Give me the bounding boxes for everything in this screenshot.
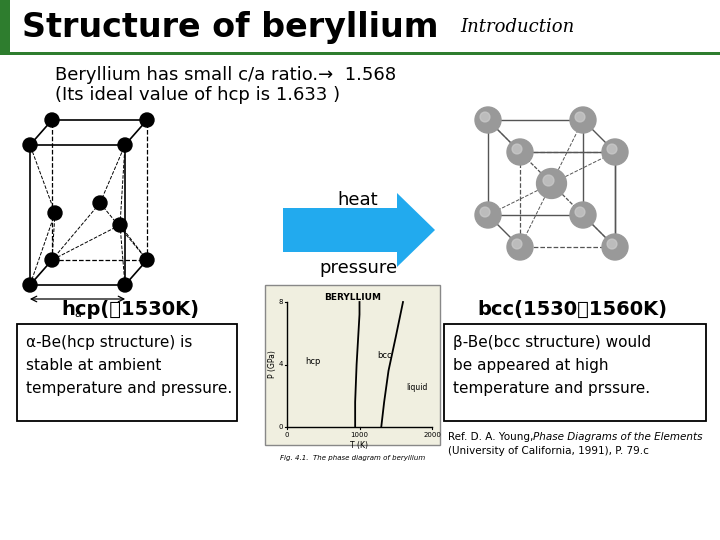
Circle shape — [543, 175, 554, 186]
Text: 0: 0 — [284, 432, 289, 438]
Text: heat: heat — [338, 191, 378, 209]
Text: (Its ideal value of hcp is 1.633 ): (Its ideal value of hcp is 1.633 ) — [55, 86, 340, 104]
FancyBboxPatch shape — [17, 324, 237, 421]
Circle shape — [23, 278, 37, 292]
Bar — [0, 0, 10, 55]
Text: Beryllium has small c/a ratio.→  1.568: Beryllium has small c/a ratio.→ 1.568 — [55, 66, 396, 84]
Text: a: a — [74, 309, 81, 319]
Text: hcp: hcp — [305, 357, 320, 367]
Circle shape — [507, 139, 533, 165]
Text: α-Be(hcp structure) is
stable at ambient
temperature and pressure.: α-Be(hcp structure) is stable at ambient… — [26, 335, 233, 396]
Bar — [0, 52, 720, 55]
Circle shape — [575, 112, 585, 122]
Circle shape — [607, 144, 617, 154]
Circle shape — [118, 138, 132, 152]
Polygon shape — [283, 193, 435, 267]
Circle shape — [575, 207, 585, 217]
Text: bcc: bcc — [377, 351, 392, 360]
Text: liquid: liquid — [406, 382, 427, 392]
Text: hcp(～1530K): hcp(～1530K) — [61, 300, 199, 319]
Text: T (K): T (K) — [351, 441, 369, 450]
Text: 0: 0 — [279, 424, 283, 430]
Circle shape — [507, 234, 533, 260]
Bar — [265, 285, 440, 445]
Bar — [0, 0, 720, 55]
Text: β-Be(bcc structure) would
be appeared at high
temperature and prssure.: β-Be(bcc structure) would be appeared at… — [453, 335, 651, 396]
Text: P (GPa): P (GPa) — [269, 350, 277, 379]
Text: 2000: 2000 — [423, 432, 441, 438]
Text: Introduction: Introduction — [460, 18, 575, 37]
Circle shape — [48, 206, 62, 220]
Text: Ref. D. A. Young,: Ref. D. A. Young, — [448, 432, 536, 442]
Circle shape — [113, 218, 127, 232]
Circle shape — [45, 113, 59, 127]
Text: Structure of beryllium: Structure of beryllium — [22, 11, 438, 44]
Circle shape — [118, 278, 132, 292]
Circle shape — [602, 234, 628, 260]
Circle shape — [570, 202, 596, 228]
Circle shape — [570, 107, 596, 133]
Circle shape — [512, 144, 522, 154]
Circle shape — [480, 112, 490, 122]
FancyBboxPatch shape — [444, 324, 706, 421]
Text: 1000: 1000 — [351, 432, 369, 438]
Circle shape — [475, 202, 501, 228]
Text: (University of California, 1991), P. 79.c: (University of California, 1991), P. 79.… — [448, 446, 649, 456]
Text: 4: 4 — [279, 361, 283, 368]
Text: Phase Diagrams of the Elements: Phase Diagrams of the Elements — [533, 432, 703, 442]
Circle shape — [140, 113, 154, 127]
Circle shape — [536, 168, 567, 198]
Text: bcc(1530～1560K): bcc(1530～1560K) — [477, 300, 667, 319]
Text: pressure: pressure — [319, 259, 397, 277]
Circle shape — [23, 138, 37, 152]
Circle shape — [607, 239, 617, 249]
Circle shape — [475, 107, 501, 133]
Text: BERYLLIUM: BERYLLIUM — [324, 293, 381, 301]
Circle shape — [512, 239, 522, 249]
Text: 8: 8 — [279, 299, 283, 305]
Text: Fig. 4.1.  The phase diagram of beryllium: Fig. 4.1. The phase diagram of beryllium — [280, 455, 425, 461]
Circle shape — [480, 207, 490, 217]
Circle shape — [140, 253, 154, 267]
Circle shape — [602, 139, 628, 165]
Circle shape — [45, 253, 59, 267]
Circle shape — [93, 196, 107, 210]
